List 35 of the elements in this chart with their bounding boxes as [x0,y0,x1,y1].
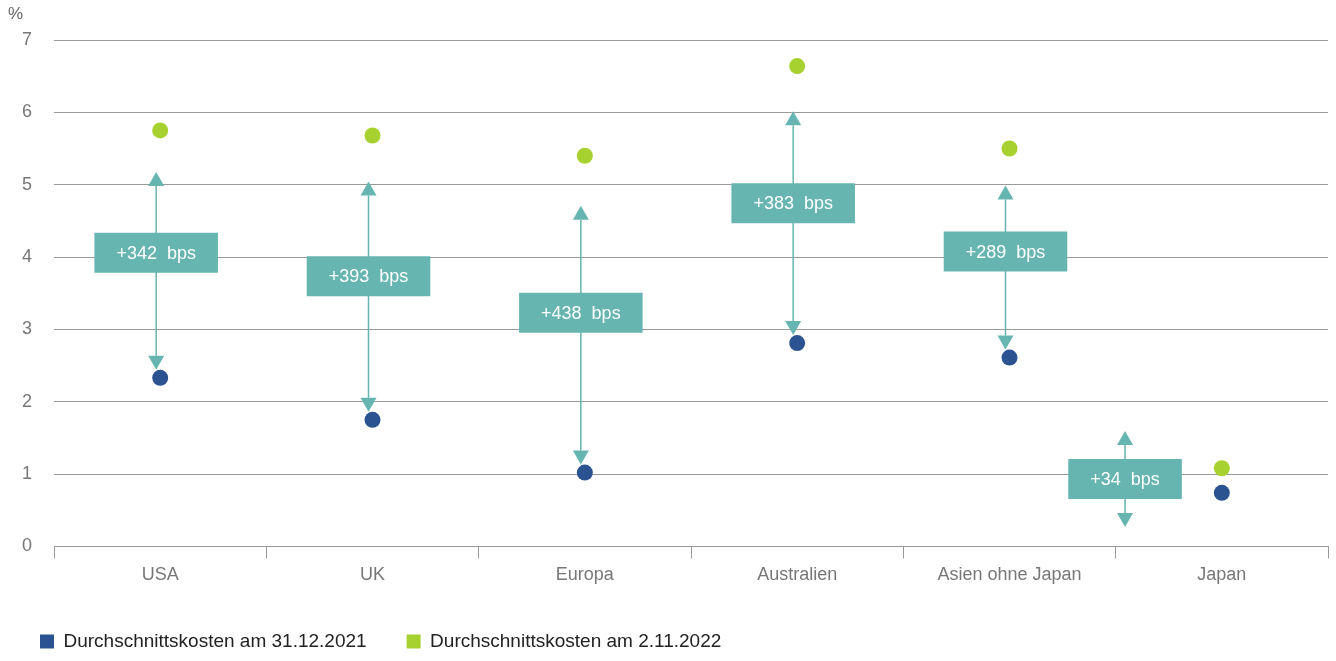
annotation: +383 bps [753,193,833,214]
x-tick-label: USA [141,564,179,585]
y-tick-label: 5 [22,173,33,194]
y-tick-label: 2 [22,390,33,411]
point [152,122,169,139]
x-tick-label: Australien [757,564,838,585]
point [152,369,169,386]
y-tick-label: 6 [22,101,33,122]
point [576,464,593,481]
y-tick-label: 3 [22,318,33,339]
annotation: +342 bps [116,242,196,263]
point [789,335,806,352]
annotation: +289 bps [965,241,1046,262]
y-axis-title: % [8,4,24,24]
y-tick-label: 4 [22,246,33,266]
x-tick-label: Japan [1197,564,1247,585]
annotation: +393 bps [328,266,409,287]
legend-label: Durchschnittskosten am 2.11.2022 [430,629,722,651]
x-tick-label: UK [360,564,386,585]
annotation: +438 bps [541,302,621,323]
point [364,127,381,144]
legend-label: Durchschnittskosten am 31.12.2021 [63,629,367,651]
point [789,58,806,75]
y-tick-label: 0 [22,535,33,556]
point [1001,140,1018,157]
point [364,411,381,428]
y-tick-label: 7 [22,28,33,49]
point [576,147,593,164]
annotation: +34 bps [1090,469,1160,490]
x-tick-label: Asien ohne Japan [937,564,1082,585]
y-tick-label: 1 [22,463,33,484]
point [1213,484,1230,501]
x-tick-label: Europa [555,564,615,585]
point [1001,349,1018,366]
point [1213,460,1230,477]
